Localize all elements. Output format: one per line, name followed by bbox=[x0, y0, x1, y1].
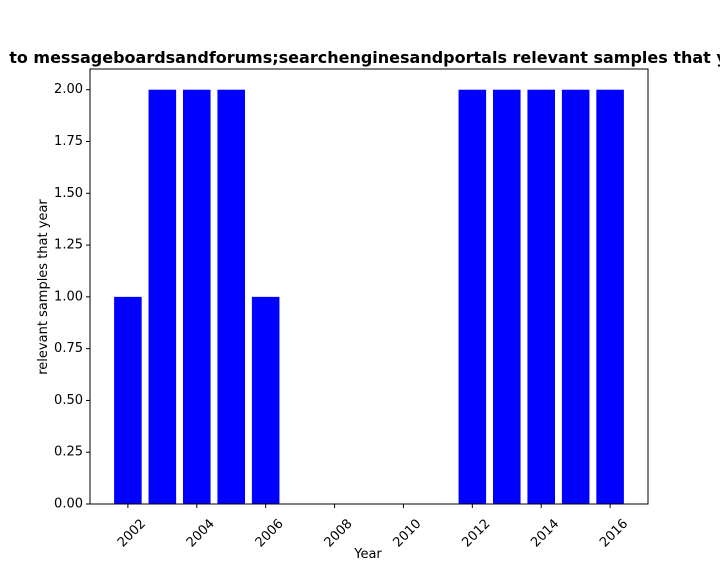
bar-2015 bbox=[561, 89, 590, 504]
x-tick-label-2004: 2004 bbox=[184, 516, 218, 550]
x-axis: 2002 2004 2006 2008 2010 2012 2014 2016 bbox=[115, 504, 631, 550]
x-tick-label-2014: 2014 bbox=[528, 516, 562, 550]
bar-2012 bbox=[458, 89, 487, 504]
x-tick-label-2006: 2006 bbox=[253, 516, 287, 550]
y-tick-label-0.00: 0.00 bbox=[54, 497, 83, 512]
bar-2004 bbox=[183, 89, 211, 504]
bar-2013 bbox=[493, 89, 521, 504]
y-tick-label-0.25: 0.25 bbox=[54, 445, 83, 460]
x-tick-label-2010: 2010 bbox=[390, 516, 424, 550]
plot-frame bbox=[89, 68, 649, 505]
bar-2002 bbox=[114, 296, 142, 504]
y-tick-label-1.00: 1.00 bbox=[54, 289, 83, 304]
x-tick-label-2012: 2012 bbox=[459, 516, 493, 550]
bar-2016 bbox=[596, 89, 624, 504]
x-axis-label: Year bbox=[353, 547, 382, 562]
bar-2014 bbox=[527, 89, 555, 504]
y-tick-label-1.75: 1.75 bbox=[54, 134, 83, 149]
bar-2003 bbox=[148, 89, 177, 504]
chart-title: to messageboardsandforums;searchenginesa… bbox=[9, 48, 720, 67]
y-tick-label-2.00: 2.00 bbox=[54, 82, 83, 97]
bars-group bbox=[114, 89, 624, 504]
y-tick-label-0.50: 0.50 bbox=[54, 393, 83, 408]
y-axis: 0.00 0.25 0.50 0.75 1.00 1.25 1.50 1.75 2.00 bbox=[54, 82, 90, 512]
x-tick-label-2002: 2002 bbox=[115, 516, 149, 550]
x-tick-label-2008: 2008 bbox=[322, 516, 356, 550]
bar-2006 bbox=[251, 296, 280, 504]
y-axis-label: relevant samples that year bbox=[36, 199, 51, 375]
y-tick-label-0.75: 0.75 bbox=[54, 341, 83, 356]
bar-2005 bbox=[217, 89, 245, 504]
y-tick-label-1.50: 1.50 bbox=[54, 186, 83, 201]
x-tick-label-2016: 2016 bbox=[597, 516, 631, 550]
y-tick-label-1.25: 1.25 bbox=[54, 238, 83, 253]
